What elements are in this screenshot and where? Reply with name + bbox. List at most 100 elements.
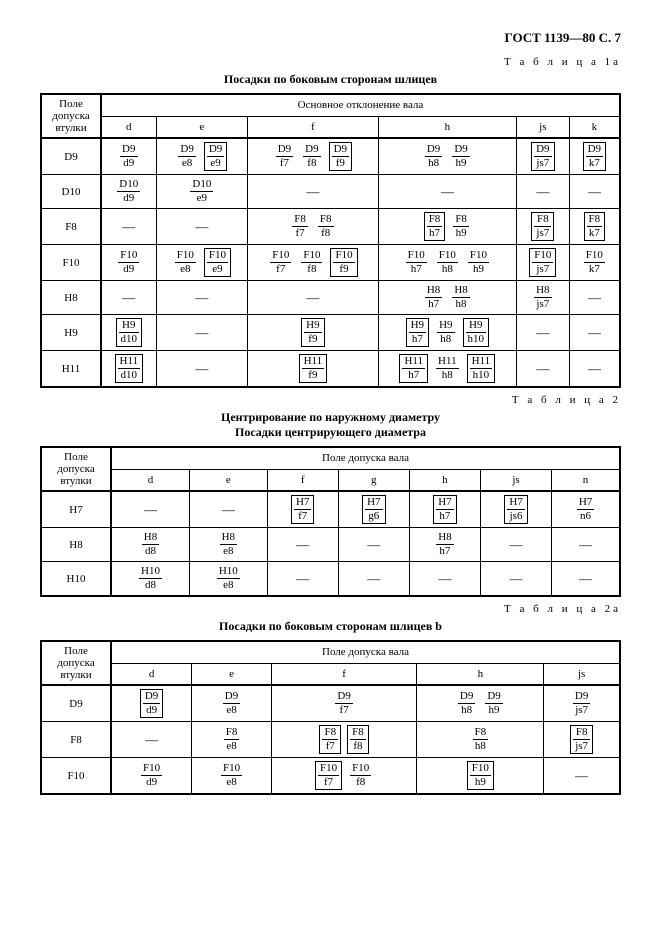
data-cell: H10e8 [190,562,268,597]
sub-col-h: h [417,663,544,685]
fraction: F10h9 [467,761,494,790]
table-1a: Поле допуска втулки Основное отклонение … [40,93,621,388]
data-cell: D10d9 [101,175,156,209]
dash: — [579,537,592,552]
fraction: H8h7 [434,531,455,558]
page-header: ГОСТ 1139—80 С. 7 [40,30,621,46]
dash: — [575,768,588,783]
data-cell: — [552,528,620,562]
fraction: H11h8 [434,355,461,382]
fraction: H7g6 [362,495,385,524]
fraction: F8h8 [471,726,491,753]
data-cell: — [569,175,620,209]
fraction: H11h10 [467,354,496,383]
data-cell: D9js7 [516,138,569,175]
data-cell: H9h7H9h8H9h10 [378,315,516,351]
sub-col-f: f [248,116,379,138]
data-cell: — [156,315,248,351]
fraction: H8js7 [532,284,553,311]
data-cell: D9h8D9h9 [417,685,544,722]
hdr-pole-dop-vala: Поле допуска вала [111,447,620,469]
dash: — [222,502,235,517]
data-cell: — [516,315,569,351]
data-cell: F10k7 [569,245,620,281]
data-cell: F8h7F8h9 [378,209,516,245]
fraction: H7h7 [433,495,456,524]
data-cell: F10e8 [192,758,272,795]
data-cell: H8h7H8h8 [378,281,516,315]
data-cell: F10d9 [111,758,192,795]
dash: — [195,290,208,305]
data-cell: — [516,175,569,209]
sub-col-g: g [338,469,409,491]
data-cell: — [248,281,379,315]
data-cell: H7f7 [267,491,338,528]
dash: — [122,219,135,234]
data-cell: — [378,175,516,209]
fraction: F10h9 [466,249,491,276]
fraction: H11f9 [299,354,328,383]
fraction: H9h8 [435,319,456,346]
dash: — [296,537,309,552]
data-cell: D10e9 [156,175,248,209]
fraction: D9js7 [571,690,592,717]
fraction: H8h8 [450,284,471,311]
data-cell: H7js6 [480,491,551,528]
data-cell: — [156,209,248,245]
data-cell: D9e8 [192,685,272,722]
data-cell: F8k7 [569,209,620,245]
data-cell: H9d10 [101,315,156,351]
data-cell: — [267,562,338,597]
fraction: D9h9 [450,143,471,170]
dash: — [588,361,601,376]
data-cell: F8js7 [544,722,620,758]
data-cell: — [156,351,248,388]
fraction: F8k7 [584,212,606,241]
row-head: F8 [41,722,111,758]
row-head: H9 [41,315,101,351]
table2-label: Т а б л и ц а 2 [40,394,621,406]
dash: — [588,184,601,199]
fraction: D9h9 [483,690,504,717]
dash: — [367,571,380,586]
fraction: D9f9 [329,142,352,171]
fraction: F10f7 [315,761,342,790]
dash: — [438,571,451,586]
data-cell: — [156,281,248,315]
fraction: H7n6 [575,496,596,523]
data-cell: F8js7 [516,209,569,245]
fraction: H8d8 [140,531,161,558]
sub-col-js: js [544,663,620,685]
fraction: H9d10 [116,318,143,347]
data-cell: — [552,562,620,597]
row-head: H10 [41,562,111,597]
dash: — [296,571,309,586]
sub-col-d: d [111,469,190,491]
data-cell: D9d9 [101,138,156,175]
sub-col-h: h [409,469,480,491]
dash: — [588,290,601,305]
hdr-pole-dop-vtul: Поле допуска втулки [41,641,111,685]
data-cell: H8js7 [516,281,569,315]
sub-col-f: f [271,663,416,685]
fraction: H7f7 [291,495,314,524]
fraction: H11d10 [115,354,144,383]
data-cell: H8d8 [111,528,190,562]
fraction: D9e8 [176,143,197,170]
fraction: D9k7 [583,142,606,171]
fraction: H9h10 [463,318,490,347]
sub-col-js: js [480,469,551,491]
data-cell: D9e8D9e9 [156,138,248,175]
data-cell: F10js7 [516,245,569,281]
row-head: D9 [41,138,101,175]
table-2a: Поле допуска втулки Поле допуска вала de… [40,640,621,795]
dash: — [145,732,158,747]
fraction: F10f9 [330,248,357,277]
sub-col-e: e [192,663,272,685]
fraction: D9f7 [333,690,354,717]
fraction: F10h7 [404,249,429,276]
hdr-pole-dop-vala: Поле допуска вала [111,641,620,663]
data-cell: F10f7F10f8F10f9 [248,245,379,281]
fraction: F10f8 [348,762,373,789]
dash: — [536,184,549,199]
